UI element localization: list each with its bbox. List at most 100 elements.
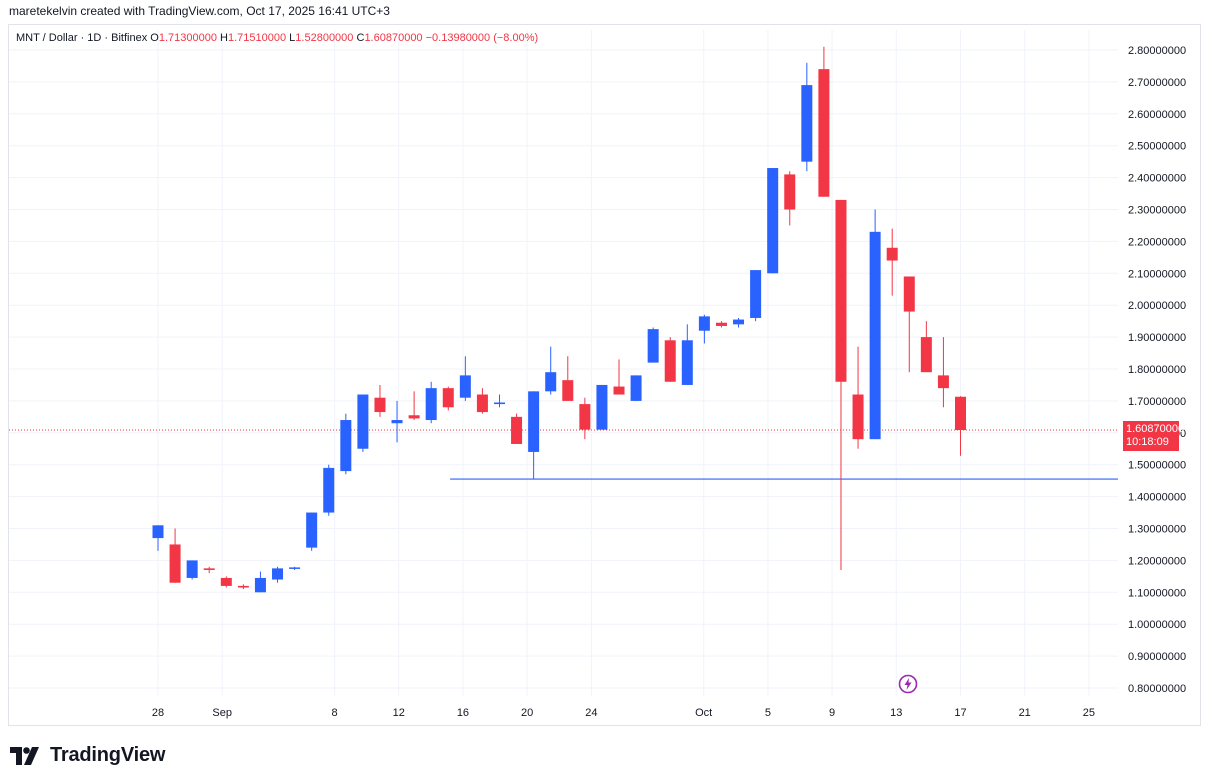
y-tick-label: 1.00000000	[1128, 619, 1186, 631]
candle	[391, 400, 403, 443]
chart-credit: maretekelvin created with TradingView.co…	[9, 4, 390, 18]
x-tick-label: 28	[152, 707, 164, 719]
candle	[169, 528, 181, 583]
candle-body	[511, 416, 523, 444]
candle	[528, 391, 540, 480]
candle	[784, 171, 796, 226]
candle	[237, 584, 249, 590]
candle	[203, 566, 215, 574]
y-tick-label: 2.30000000	[1128, 205, 1186, 217]
y-tick-label: 1.90000000	[1128, 332, 1186, 344]
y-tick-label: 2.80000000	[1128, 45, 1186, 57]
candles	[152, 46, 966, 593]
y-tick-label: 1.50000000	[1128, 460, 1186, 472]
legend-close-value: 1.60870000	[364, 32, 423, 44]
candle	[698, 314, 710, 344]
candle	[733, 317, 745, 328]
y-tick-label: 2.40000000	[1128, 173, 1186, 185]
y-tick-label: 2.10000000	[1128, 268, 1186, 280]
legend-open-label: O	[150, 32, 159, 44]
x-tick-label: 8	[331, 707, 337, 719]
candle-body	[647, 329, 659, 363]
candle-body	[357, 394, 369, 449]
chart-frame	[8, 24, 1201, 726]
candle-body	[835, 199, 847, 382]
legend-symbol: MNT / Dollar · 1D · Bitfinex	[16, 32, 148, 44]
candle-body	[955, 396, 966, 431]
candle-body	[545, 372, 557, 392]
candle	[596, 384, 608, 430]
y-tick-label: 2.00000000	[1128, 300, 1186, 312]
x-tick-label: 21	[1019, 707, 1031, 719]
candle-body	[289, 567, 301, 569]
candle-body	[442, 388, 454, 408]
lightning-icon[interactable]	[898, 674, 918, 694]
candle-body	[476, 394, 488, 413]
candle-body	[818, 69, 830, 197]
candle-body	[169, 544, 181, 583]
candle	[254, 571, 266, 593]
candle-body	[664, 340, 676, 382]
candle	[664, 337, 676, 382]
candle	[562, 356, 574, 401]
x-tick-label: Oct	[695, 707, 712, 719]
candle	[408, 391, 420, 421]
candle	[647, 327, 659, 363]
candle-body	[801, 85, 813, 162]
candle	[767, 168, 779, 274]
candle-body	[323, 467, 335, 513]
candle	[852, 346, 864, 449]
candle	[152, 525, 164, 551]
legend-high-value: 1.71510000	[227, 32, 287, 44]
y-tick-label: 1.70000000	[1128, 396, 1186, 408]
candle-body	[254, 577, 266, 593]
candle-body	[306, 512, 318, 548]
candle-body	[784, 174, 796, 210]
candle-body	[767, 168, 779, 274]
x-tick-label: 16	[457, 707, 469, 719]
candle	[476, 388, 488, 414]
candle-body	[681, 340, 693, 385]
candle	[220, 576, 232, 588]
candle	[955, 396, 966, 456]
candle	[715, 321, 727, 328]
candle	[442, 386, 454, 411]
candle-body	[459, 375, 471, 398]
x-tick-label: 13	[890, 707, 902, 719]
candle-body	[733, 319, 745, 325]
candle	[750, 270, 762, 322]
candle-body	[613, 386, 625, 395]
footer-logo: TradingView	[10, 744, 165, 767]
x-tick-label: 24	[585, 707, 597, 719]
candle-body	[528, 391, 540, 452]
candle	[937, 337, 949, 408]
legend-change: −0.13980000 (−8.00%)	[425, 32, 539, 44]
legend-close-label: C	[356, 32, 365, 44]
x-tick-label: 20	[521, 707, 533, 719]
candle-body	[698, 316, 710, 331]
y-tick-label: 2.60000000	[1128, 109, 1186, 121]
x-tick-label: Sep	[212, 707, 232, 719]
candle-body	[562, 380, 574, 401]
last-price-value: 1.60870000	[1126, 423, 1185, 435]
candle-body	[272, 568, 284, 580]
x-axis: 28 Sep 8 12 16 20 24 Oct 5 9 13 17 21 25	[152, 707, 1095, 719]
candle	[886, 228, 898, 296]
candle-body	[852, 394, 864, 440]
candle	[357, 394, 369, 452]
legend-low-value: 1.52800000	[295, 32, 354, 44]
tradingview-logo-icon	[10, 746, 39, 765]
candle-body	[237, 585, 249, 588]
y-axis: 2.80000000 2.70000000 2.60000000 2.50000000…	[1128, 45, 1186, 695]
candle	[920, 321, 932, 373]
candle	[818, 46, 830, 197]
candle-body	[579, 404, 591, 430]
candle	[869, 209, 881, 440]
candle	[835, 199, 847, 570]
last-price-countdown: 10:18:09	[1126, 436, 1169, 448]
ohlc-legend: MNT / Dollar · 1D · Bitfinex O1.71300000…	[16, 32, 538, 44]
y-tick-label: 1.40000000	[1128, 492, 1186, 504]
candle	[374, 384, 386, 417]
candle-body	[903, 276, 915, 312]
